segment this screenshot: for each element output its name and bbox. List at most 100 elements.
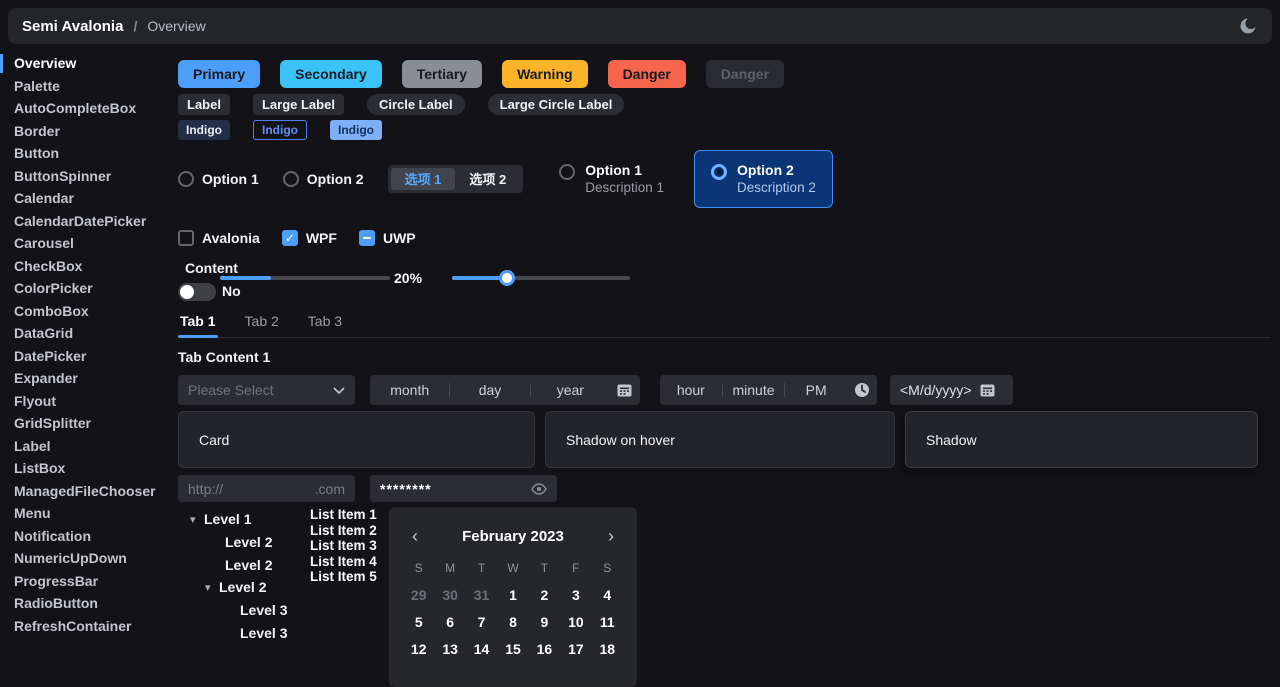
radio-option-2[interactable]: Option 2 [283, 171, 364, 187]
sidebar-item-gridsplitter[interactable]: GridSplitter [0, 412, 170, 435]
calendar-date[interactable]: 15 [497, 641, 528, 657]
calendar-date[interactable]: 16 [529, 641, 560, 657]
tree-item-level2-expanded[interactable]: ▾ Level 2 [188, 576, 308, 599]
calendar-date[interactable]: 29 [403, 587, 434, 603]
tree-item-level2[interactable]: Level 2 [188, 553, 308, 576]
calendar-date[interactable]: 30 [434, 587, 465, 603]
radio-card-option-1[interactable]: Option 1 Description 1 [545, 154, 678, 204]
sidebar-item-flyout[interactable]: Flyout [0, 390, 170, 413]
calendar-date[interactable]: 2 [529, 587, 560, 603]
period-part[interactable]: PM [785, 382, 847, 398]
calendar-date[interactable]: 1 [497, 587, 528, 603]
tree-item-level1[interactable]: ▾ Level 1 [188, 508, 308, 531]
list-item[interactable]: List Item 4 [310, 554, 385, 570]
year-part[interactable]: year [531, 382, 610, 398]
calendar-date[interactable]: 31 [466, 587, 497, 603]
warning-button[interactable]: Warning [502, 60, 587, 88]
sidebar-item-numericupdown[interactable]: NumericUpDown [0, 547, 170, 570]
sidebar-item-managedfilechooser[interactable]: ManagedFileChooser [0, 480, 170, 503]
hour-part[interactable]: hour [660, 382, 722, 398]
sidebar-item-notification[interactable]: Notification [0, 525, 170, 548]
select-dropdown[interactable]: Please Select [178, 375, 355, 405]
minute-part[interactable]: minute [723, 382, 785, 398]
sidebar-item-colorpicker[interactable]: ColorPicker [0, 277, 170, 300]
sidebar-item-refreshcontainer[interactable]: RefreshContainer [0, 615, 170, 638]
sidebar-item-calendardatepicker[interactable]: CalendarDatePicker [0, 210, 170, 233]
theme-toggle-button[interactable] [1238, 16, 1258, 36]
sidebar-item-calendar[interactable]: Calendar [0, 187, 170, 210]
sidebar-item-overview[interactable]: Overview [0, 52, 170, 75]
calendar-date[interactable]: 13 [434, 641, 465, 657]
list-item[interactable]: List Item 1 [310, 507, 385, 523]
sidebar-item-menu[interactable]: Menu [0, 502, 170, 525]
segment-option-1[interactable]: 选项 1 [391, 168, 456, 190]
calendar-date[interactable]: 8 [497, 614, 528, 630]
calendar-date-picker[interactable]: month day year [370, 375, 640, 405]
sidebar-item-buttonspinner[interactable]: ButtonSpinner [0, 165, 170, 188]
tree-item-level3[interactable]: Level 3 [188, 621, 308, 644]
sidebar-item-datagrid[interactable]: DataGrid [0, 322, 170, 345]
tree-item-level2[interactable]: Level 2 [188, 531, 308, 554]
card-shadow-hover[interactable]: Shadow on hover [545, 411, 895, 468]
sidebar-item-expander[interactable]: Expander [0, 367, 170, 390]
month-part[interactable]: month [370, 382, 449, 398]
primary-button[interactable]: Primary [178, 60, 260, 88]
calendar-icon[interactable] [610, 383, 640, 397]
password-input[interactable]: ******** [370, 475, 557, 502]
sidebar-item-border[interactable]: Border [0, 120, 170, 143]
sidebar-item-button[interactable]: Button [0, 142, 170, 165]
slider-with-handle[interactable] [452, 276, 630, 280]
calendar-date[interactable]: 6 [434, 614, 465, 630]
tab-2[interactable]: Tab 2 [243, 310, 281, 337]
toggle-switch[interactable] [178, 283, 216, 301]
sidebar-item-carousel[interactable]: Carousel [0, 232, 170, 255]
sidebar-item-datepicker[interactable]: DatePicker [0, 345, 170, 368]
sidebar-item-radiobutton[interactable]: RadioButton [0, 592, 170, 615]
list-item[interactable]: List Item 5 [310, 569, 385, 585]
slider-handle[interactable] [499, 270, 515, 286]
list-item[interactable]: List Item 2 [310, 523, 385, 539]
sidebar-item-progressbar[interactable]: ProgressBar [0, 570, 170, 593]
calendar-date[interactable]: 14 [466, 641, 497, 657]
sidebar-item-listbox[interactable]: ListBox [0, 457, 170, 480]
date-format-picker[interactable]: <M/d/yyyy> [890, 375, 1013, 405]
list-item[interactable]: List Item 3 [310, 538, 385, 554]
slider-basic[interactable] [220, 276, 390, 280]
calendar-date[interactable]: 11 [592, 614, 623, 630]
radio-card-option-2[interactable]: Option 2 Description 2 [694, 150, 833, 208]
calendar-date[interactable]: 5 [403, 614, 434, 630]
danger-button[interactable]: Danger [608, 60, 686, 88]
checkbox-uwp[interactable]: UWP [359, 230, 416, 246]
calendar-date[interactable]: 18 [592, 641, 623, 657]
eye-icon[interactable] [531, 483, 547, 495]
radio-option-1[interactable]: Option 1 [178, 171, 259, 187]
calendar-date[interactable]: 12 [403, 641, 434, 657]
tree-item-level3[interactable]: Level 3 [188, 599, 308, 622]
tertiary-button[interactable]: Tertiary [402, 60, 482, 88]
sidebar-item-combobox[interactable]: ComboBox [0, 300, 170, 323]
calendar-date[interactable]: 10 [560, 614, 591, 630]
sidebar-item-checkbox[interactable]: CheckBox [0, 255, 170, 278]
time-picker[interactable]: hour minute PM [660, 375, 877, 405]
secondary-button[interactable]: Secondary [280, 60, 382, 88]
caret-down-icon[interactable]: ▾ [205, 581, 219, 594]
sidebar-item-label[interactable]: Label [0, 435, 170, 458]
checkbox-wpf[interactable]: ✓ WPF [282, 230, 337, 246]
caret-down-icon[interactable]: ▾ [190, 513, 204, 526]
sidebar-item-autocompletebox[interactable]: AutoCompleteBox [0, 97, 170, 120]
calendar-date[interactable]: 4 [592, 587, 623, 603]
checkbox-avalonia[interactable]: Avalonia [178, 230, 260, 246]
segment-option-2[interactable]: 选项 2 [455, 168, 520, 190]
tab-1[interactable]: Tab 1 [178, 310, 218, 337]
tab-3[interactable]: Tab 3 [306, 310, 344, 337]
calendar-date[interactable]: 9 [529, 614, 560, 630]
calendar-date[interactable]: 7 [466, 614, 497, 630]
url-input[interactable]: http:// .com [178, 475, 355, 502]
clock-icon[interactable] [847, 382, 877, 398]
calendar-date[interactable]: 17 [560, 641, 591, 657]
day-part[interactable]: day [450, 382, 529, 398]
chevron-right-icon[interactable]: › [599, 526, 623, 546]
chevron-left-icon[interactable]: ‹ [403, 526, 427, 546]
calendar-date[interactable]: 3 [560, 587, 591, 603]
sidebar-item-palette[interactable]: Palette [0, 75, 170, 98]
